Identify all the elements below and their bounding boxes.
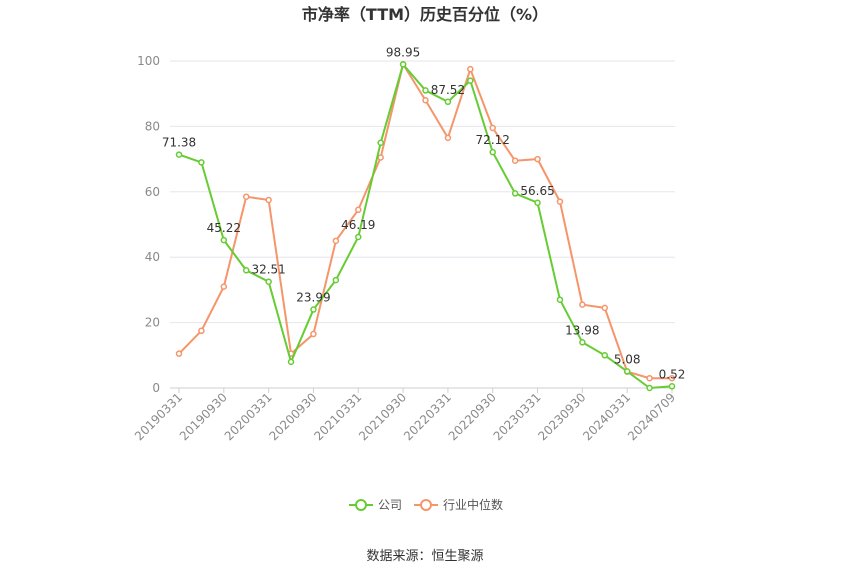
data-point-0 xyxy=(265,278,272,285)
data-point-1 xyxy=(198,327,205,335)
data-point-1 xyxy=(310,330,317,338)
x-tick-label: 20200331 xyxy=(222,390,275,443)
x-tick-label: 20240331 xyxy=(580,390,633,443)
data-point-0 xyxy=(198,159,205,166)
data-point-0 xyxy=(556,296,564,303)
data-label: 13.98 xyxy=(565,323,599,337)
data-point-1 xyxy=(489,124,496,132)
data-point-0 xyxy=(377,139,384,146)
data-point-0 xyxy=(579,339,586,346)
x-tick-label: 20230331 xyxy=(491,390,544,443)
legend-item-1[interactable]: 行业中位数 xyxy=(414,497,503,512)
y-tick-label: 80 xyxy=(145,119,160,133)
data-point-1 xyxy=(556,198,564,205)
x-tick-label: 20230930 xyxy=(535,390,588,443)
data-point-0 xyxy=(399,61,407,68)
data-point-0 xyxy=(444,98,452,106)
chart-title: 市净率（TTM）历史百分位（%） xyxy=(302,5,548,24)
data-label: 32.51 xyxy=(251,263,285,277)
source-note: 数据来源：恒生聚源 xyxy=(366,549,483,564)
data-point-1 xyxy=(422,96,429,104)
data-label: 0.52 xyxy=(659,367,686,381)
y-tick-label: 20 xyxy=(145,316,160,330)
x-tick-label: 20220930 xyxy=(446,390,499,443)
x-tick-label: 20200930 xyxy=(266,390,319,443)
legend-swatch-marker xyxy=(355,499,367,511)
x-tick-label: 20190930 xyxy=(177,390,230,443)
data-label: 56.65 xyxy=(520,184,554,198)
data-point-1 xyxy=(534,155,541,163)
data-point-0 xyxy=(287,358,295,366)
data-point-1 xyxy=(444,134,452,142)
data-label: 72.12 xyxy=(476,133,510,147)
series-line-0 xyxy=(178,62,673,390)
x-tick-label: 20220331 xyxy=(401,390,454,443)
data-point-0 xyxy=(467,77,474,84)
series-layer xyxy=(175,61,676,392)
data-point-0 xyxy=(668,383,676,390)
x-tick-label: 20190331 xyxy=(132,390,185,443)
data-label: 46.19 xyxy=(341,218,375,232)
grid-lines xyxy=(170,60,675,389)
data-point-1 xyxy=(467,65,474,73)
data-point-1 xyxy=(579,301,586,308)
x-tick-label: 20240709 xyxy=(625,390,678,443)
data-point-0 xyxy=(242,267,250,274)
data-point-0 xyxy=(175,151,183,158)
legend-label: 行业中位数 xyxy=(443,497,503,512)
data-point-1 xyxy=(332,237,340,245)
data-label: 87.52 xyxy=(431,83,465,97)
data-point-0 xyxy=(623,368,631,375)
data-point-0 xyxy=(310,306,317,313)
legend[interactable]: 公司 行业中位数 xyxy=(349,497,503,512)
data-point-1 xyxy=(646,374,653,382)
data-point-0 xyxy=(534,199,541,207)
y-tick-label: 40 xyxy=(145,250,160,264)
y-axis: 0 20 40 60 80 100 xyxy=(137,54,160,395)
y-tick-label: 0 xyxy=(152,381,160,395)
data-label: 5.08 xyxy=(614,352,641,366)
data-label: 45.22 xyxy=(207,221,241,235)
data-label: 98.95 xyxy=(386,45,420,59)
data-labels: 71.38 45.22 32.51 23.99 46.19 98.95 87.52 72.12… xyxy=(162,45,686,381)
data-point-1 xyxy=(265,196,272,204)
legend-swatch-marker xyxy=(420,499,432,511)
data-point-0 xyxy=(511,190,519,197)
data-point-1 xyxy=(355,206,362,214)
data-point-1 xyxy=(242,193,250,200)
data-point-0 xyxy=(646,384,653,392)
data-point-0 xyxy=(489,148,496,156)
data-point-0 xyxy=(601,352,609,359)
y-tick-label: 60 xyxy=(145,185,160,199)
legend-item-0[interactable]: 公司 xyxy=(349,498,402,512)
data-point-0 xyxy=(332,276,340,284)
data-point-0 xyxy=(355,233,362,241)
data-label: 71.38 xyxy=(162,136,196,150)
data-point-1 xyxy=(601,304,609,312)
data-point-0 xyxy=(220,236,228,244)
data-point-0 xyxy=(422,87,429,94)
data-label: 23.99 xyxy=(296,291,330,305)
x-axis: 2019033120190930202003312020093020210331… xyxy=(132,387,678,443)
data-point-1 xyxy=(511,157,519,164)
data-point-1 xyxy=(668,374,676,382)
data-point-1 xyxy=(175,350,183,357)
legend-label: 公司 xyxy=(378,498,402,512)
x-tick-label: 20210930 xyxy=(356,390,409,443)
data-point-1 xyxy=(220,283,228,290)
y-tick-label: 100 xyxy=(137,54,160,68)
data-point-1 xyxy=(377,154,384,161)
x-tick-label: 20210331 xyxy=(311,390,364,443)
